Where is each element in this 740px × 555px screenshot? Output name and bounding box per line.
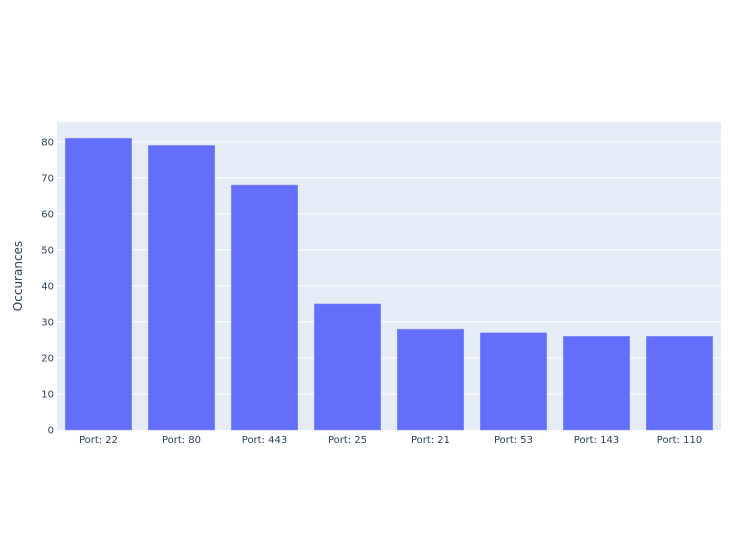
x-tick-label: Port: 443 [242,435,287,446]
y-axis-label: Occurances [11,241,25,311]
y-tick-label: 80 [41,137,54,148]
y-tick-label: 30 [41,317,54,328]
y-tick-label: 0 [48,426,54,437]
x-tick-label: Port: 110 [657,435,702,446]
bar-port-25[interactable] [314,303,381,431]
bar-port-53[interactable] [480,332,547,431]
x-tick-label: Port: 25 [328,435,367,446]
x-tick-label: Port: 143 [574,435,619,446]
y-tick-label: 20 [41,353,54,364]
y-tick-label: 40 [41,281,54,292]
bar-port-110[interactable] [646,336,713,431]
y-tick-label: 50 [41,245,54,256]
x-tick-label: Port: 53 [494,435,533,446]
y-tick-label: 10 [41,389,54,400]
bar-port-80[interactable] [148,145,215,431]
x-tick-label: Port: 22 [79,435,118,446]
bar-port-143[interactable] [563,336,630,431]
x-tick-label: Port: 80 [162,435,201,446]
bar-port-22[interactable] [65,137,132,431]
bar-port-443[interactable] [231,184,298,431]
bar-port-21[interactable] [397,328,464,431]
y-tick-label: 70 [41,173,54,184]
x-tick-label: Port: 21 [411,435,450,446]
y-tick-label: 60 [41,209,54,220]
